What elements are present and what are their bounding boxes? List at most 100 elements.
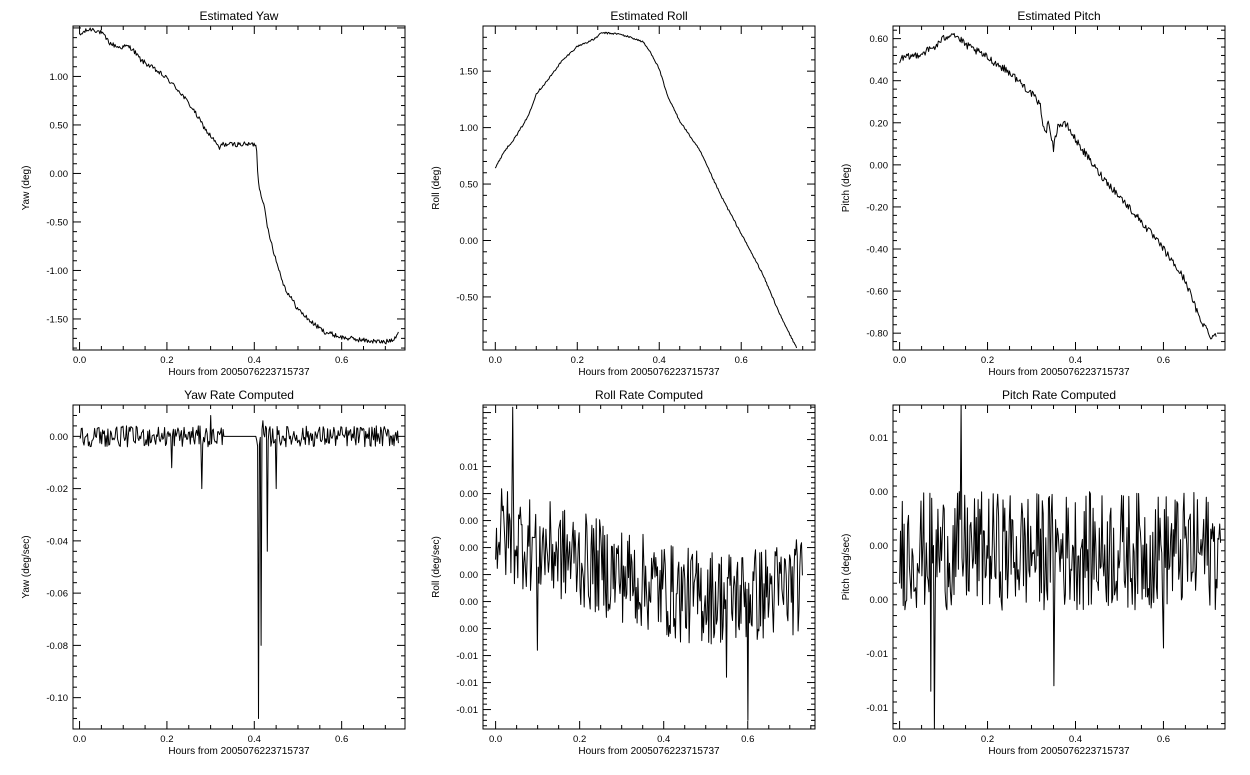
y-tick-label: 0.40 [870, 76, 889, 87]
y-tick-label: -1.00 [46, 266, 68, 277]
x-tick-label: 0.4 [248, 734, 261, 745]
chart-5: Roll Rate Computed 0.0 0.2 0.4 0.6 0.01 0.00 0.… [431, 388, 816, 757]
chart-title: Pitch Rate Computed [1002, 388, 1116, 402]
x-tick-label: 0.2 [160, 734, 173, 745]
y-tick-label: 0.00 [460, 570, 479, 581]
x-tick-label: 0.0 [489, 734, 502, 745]
y-tick-label: -0.20 [866, 202, 888, 213]
plot-frame [482, 404, 816, 730]
y-tick-label: -0.01 [456, 705, 478, 716]
y-tick-label: 0.00 [460, 489, 479, 500]
x-tick-label: 0.6 [1157, 355, 1170, 366]
y-tick-label: 0.60 [870, 34, 889, 45]
chart-title: Estimated Pitch [1017, 9, 1100, 23]
x-tick-label: 0.2 [573, 734, 586, 745]
y-tick-label: 0.00 [460, 624, 479, 635]
x-tick-label: 0.0 [489, 355, 502, 366]
y-axis-label: Yaw (deg) [21, 166, 32, 211]
x-axis-label: Hours from 2005076223715737 [988, 746, 1130, 757]
y-tick-label: 0.50 [460, 180, 479, 191]
y-axis-label: Roll (deg/sec) [431, 536, 442, 598]
chart-title: Yaw Rate Computed [184, 388, 294, 402]
chart-6: Pitch Rate Computed 0.0 0.2 0.4 0.6 0.01 0.00 0… [841, 388, 1226, 757]
y-tick-label: 1.00 [460, 123, 479, 134]
x-tick-label: 0.6 [741, 734, 754, 745]
plot-frame [72, 25, 406, 351]
y-tick-label: -0.50 [46, 217, 68, 228]
x-axis-label: Hours from 2005076223715737 [168, 367, 310, 378]
series-line [494, 31, 798, 349]
y-tick-label: 0.00 [870, 541, 889, 552]
y-axis-label: Pitch (deg/sec) [841, 534, 852, 601]
plot-frame [892, 25, 1226, 351]
y-tick-label: -0.04 [46, 536, 68, 547]
y-tick-label: 0.01 [460, 462, 479, 473]
series-line [899, 404, 1222, 730]
y-tick-label: -0.80 [866, 329, 888, 340]
y-tick-label: 1.50 [460, 67, 479, 78]
x-tick-label: 0.6 [735, 355, 748, 366]
x-tick-label: 0.2 [160, 355, 173, 366]
x-tick-label: 0.2 [981, 355, 994, 366]
chart-title: Estimated Roll [610, 9, 687, 23]
x-tick-label: 0.0 [73, 355, 86, 366]
y-tick-label: -0.08 [46, 641, 68, 652]
x-axis-label: Hours from 2005076223715737 [988, 367, 1130, 378]
chart-3: Estimated Pitch 0.0 0.2 0.4 0.6 0.60 0.40 0.20 0… [841, 9, 1226, 378]
series-line [79, 415, 399, 719]
y-tick-label: -0.10 [46, 693, 68, 704]
chart-title: Estimated Yaw [200, 9, 279, 23]
y-tick-label: -0.01 [456, 678, 478, 689]
y-tick-label: -0.01 [866, 703, 888, 714]
chart-4: Yaw Rate Computed 0.0 0.2 0.4 0.6 0.00 -0.02 -0… [21, 388, 406, 757]
x-tick-label: 0.2 [571, 355, 584, 366]
x-axis-label: Hours from 2005076223715737 [578, 746, 720, 757]
y-tick-label: -1.50 [46, 314, 68, 325]
x-tick-label: 0.4 [657, 734, 670, 745]
y-tick-label: 0.00 [50, 169, 69, 180]
y-tick-label: 0.01 [870, 433, 889, 444]
x-tick-label: 0.4 [248, 355, 261, 366]
y-tick-label: 0.00 [460, 516, 479, 527]
x-axis-label: Hours from 2005076223715737 [168, 746, 310, 757]
y-axis-label: Yaw (deg/sec) [21, 535, 32, 598]
y-tick-label: 0.00 [50, 432, 69, 443]
x-tick-label: 0.0 [73, 734, 86, 745]
x-tick-label: 0.4 [1069, 355, 1082, 366]
x-tick-label: 0.4 [1069, 734, 1082, 745]
chart-1: Estimated Yaw 0.0 0.2 0.4 0.6 1.00 0.50 0.00 -0.… [21, 9, 406, 378]
series-line [79, 27, 399, 345]
y-tick-label: 1.00 [50, 72, 69, 83]
y-tick-label: -0.06 [46, 589, 68, 600]
x-axis-label: Hours from 2005076223715737 [578, 367, 720, 378]
series-line [899, 32, 1217, 340]
plot-frame [72, 404, 406, 730]
series-line [495, 406, 803, 721]
plot-frame [482, 25, 816, 351]
y-tick-label: 0.00 [870, 160, 889, 171]
x-tick-label: 0.2 [981, 734, 994, 745]
x-tick-label: 0.6 [335, 355, 348, 366]
y-tick-label: -0.40 [866, 245, 888, 256]
x-tick-label: 0.4 [653, 355, 666, 366]
y-tick-label: -0.01 [456, 651, 478, 662]
chart-title: Roll Rate Computed [595, 388, 703, 402]
y-tick-label: 0.00 [870, 595, 889, 606]
chart-2: Estimated Roll 0.0 0.2 0.4 0.6 1.50 1.00 0.50 0.… [431, 9, 816, 378]
y-tick-label: -0.60 [866, 287, 888, 298]
y-tick-label: 0.50 [50, 120, 69, 131]
y-tick-label: 0.00 [460, 543, 479, 554]
y-tick-label: -0.50 [456, 292, 478, 303]
y-tick-label: 0.00 [460, 236, 479, 247]
y-tick-label: -0.02 [46, 484, 68, 495]
x-tick-label: 0.0 [893, 734, 906, 745]
y-tick-label: 0.20 [870, 118, 889, 129]
y-axis-label: Roll (deg) [431, 166, 442, 209]
x-tick-label: 0.0 [893, 355, 906, 366]
plot-frame [892, 404, 1226, 730]
y-axis-label: Pitch (deg) [841, 164, 852, 212]
x-tick-label: 0.6 [335, 734, 348, 745]
y-tick-label: 0.00 [870, 487, 889, 498]
y-tick-label: 0.00 [460, 597, 479, 608]
